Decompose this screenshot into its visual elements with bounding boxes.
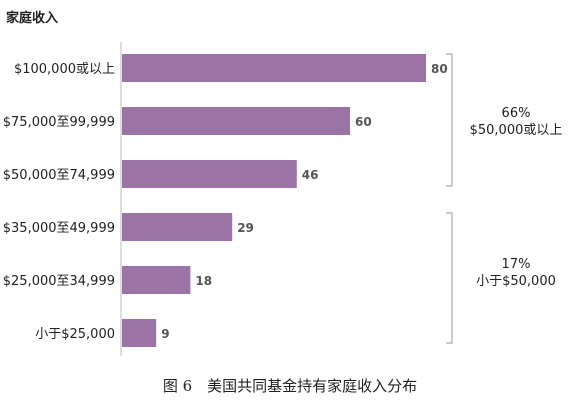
- group-upper-label: $50,000或以上: [470, 123, 563, 138]
- group-bracket-upper: [446, 53, 453, 187]
- bar-100-000: [122, 54, 426, 82]
- group-bracket-lower: [446, 212, 453, 344]
- chart-title: 家庭收入: [6, 10, 58, 26]
- bar-35-000-49-999: [122, 213, 233, 241]
- category-label-35-000-49-999: $35,000至49,999: [3, 221, 115, 236]
- bar-75-000-99-999: [122, 107, 350, 135]
- value-label-25-000-34-999: 18: [195, 274, 212, 288]
- value-label-75-000-99-999: 60: [355, 115, 372, 129]
- value-label-50-000-74-999: 46: [302, 168, 319, 182]
- group-lower-label: 小于$50,000: [476, 274, 556, 289]
- value-label-100-000: 80: [431, 62, 448, 76]
- bar-50-000-74-999: [122, 160, 297, 188]
- category-label-100-000: $100,000或以上: [14, 62, 115, 77]
- category-label-25-000-34-999: $25,000至34,999: [3, 274, 115, 289]
- category-label-75-000-99-999: $75,000至99,999: [3, 115, 115, 130]
- value-label-25-000: 9: [161, 327, 169, 341]
- chart-caption: 图 6 美国共同基金持有家庭收入分布: [163, 377, 417, 395]
- group-upper-percent: 66%: [502, 106, 531, 121]
- category-label-25-000: 小于$25,000: [35, 327, 115, 342]
- bar-25-000-34-999: [122, 266, 191, 294]
- value-label-35-000-49-999: 29: [237, 221, 254, 235]
- group-lower-percent: 17%: [502, 257, 531, 272]
- category-label-50-000-74-999: $50,000至74,999: [3, 168, 115, 183]
- bar-25-000: [122, 319, 157, 347]
